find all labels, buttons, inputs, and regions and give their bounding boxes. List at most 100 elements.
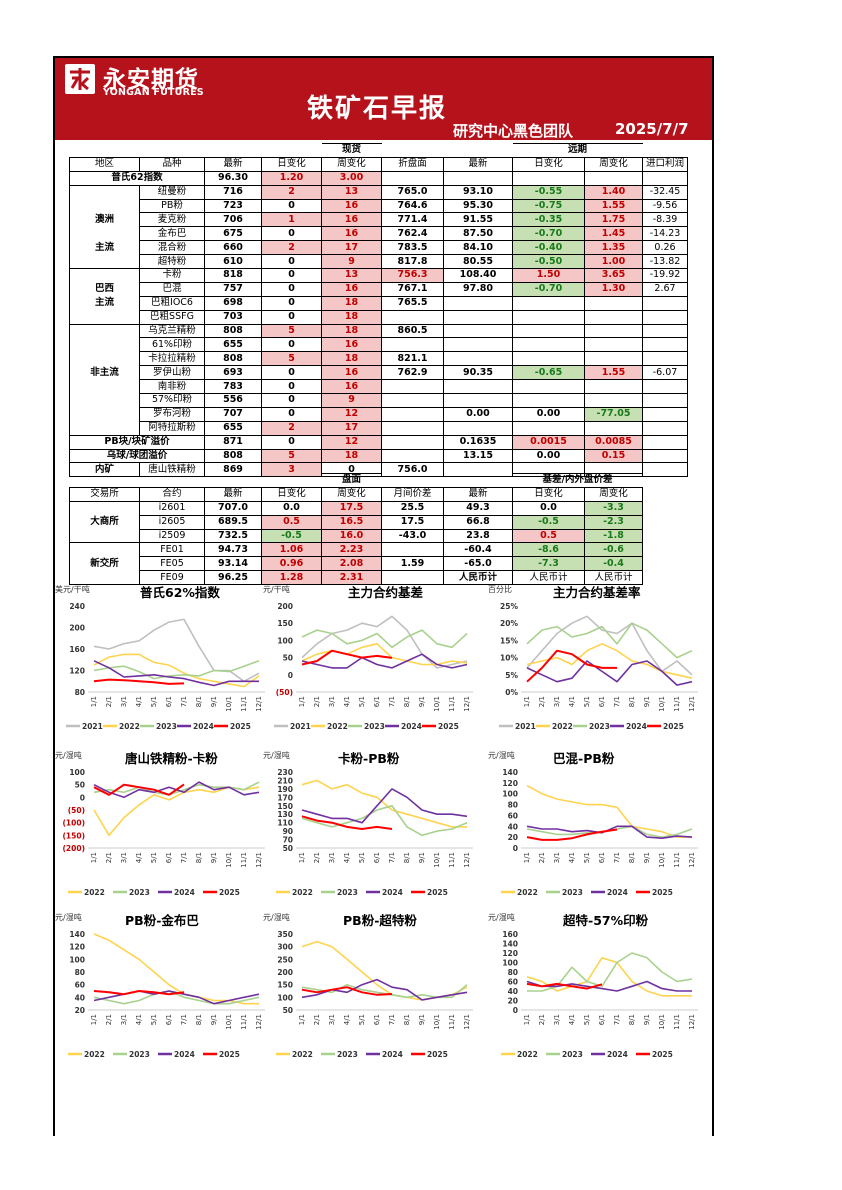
brand-name-cn: 永安期货 [103,67,199,93]
column-header: 日变化 [512,486,585,502]
table-cell [70,474,322,488]
table-cell: 16.5 [321,514,382,530]
x-tick-label: 1/1 [523,1014,531,1025]
chart-svg: 200 150 100 50 0 (50) 1/1 2/1 3/1 4/1 5/1 6/1 7/1 8/1… [274,602,473,731]
y-tick-label: 90 [283,827,293,836]
spot-price-table: 现货 远期 地区 品种 最新 日变化 周变化 折盘面 最新 日变化 周变化 进口利润 普氏62指数 96.… [69,143,688,478]
x-tick-label: 12/1 [255,696,263,712]
table-cell: 1.55 [584,365,643,381]
legend-label: 2022 [327,722,348,731]
y-tick-label: 50 [283,1006,293,1015]
table-cell [584,295,643,311]
series-line-2025 [301,986,393,996]
group-futures-label: 盘面 [321,473,382,488]
table-cell: 12 [321,434,382,450]
table-cell: 808 [204,448,262,464]
product-name: 麦克粉 [139,212,205,228]
series-line-2022 [526,956,692,997]
y-tick-label: 240 [69,602,85,611]
table-cell [642,406,688,422]
x-tick-label: 2/1 [538,852,546,863]
chart-6: 巴混-PB粉 元/湿吨 140 120 100 80 60 40 20 0 1/1 2/1 3/1 4/1… [488,748,703,903]
table-cell: 0.0 [261,500,322,516]
column-header: 月间价差 [381,486,444,502]
series-line-2025 [301,649,393,666]
region-cell [69,393,140,408]
table-cell: 17.5 [381,514,444,530]
chart-2: 主力合约基差 元/干吨 200 150 100 50 0 (50) 1/1 2/1 3/1 4/1 5/… [263,582,478,737]
y-tick-label: 210 [277,776,293,785]
x-tick-label: 11/1 [448,696,456,712]
table-cell [512,420,585,436]
table-cell: 17 [321,420,382,436]
table-cell: 808 [204,351,262,367]
table-cell: 808 [204,323,262,339]
x-tick-label: 6/1 [373,696,381,707]
group-far-label: 远期 [512,143,643,158]
table-cell: 2 [261,184,322,200]
x-tick-label: 5/1 [150,696,158,707]
table-cell [642,420,688,436]
chart-title: PB粉-金布巴 [125,913,199,928]
table-row: 非主流 罗伊山粉 693 0 16 762.9 90.35 -0.65 1.55 -6.07 [69,365,688,381]
x-tick-label: 7/1 [180,852,188,863]
table-cell: 18 [321,295,382,311]
legend-label: 2023 [562,1050,583,1059]
legend-label: 2023 [129,1050,150,1059]
table-cell: 660 [204,240,262,256]
region-cell [69,351,140,366]
legend-label: 2021 [82,722,103,731]
legend-label: 2024 [401,722,422,731]
series-line-2022 [93,653,260,688]
table-cell: -43.0 [381,528,444,544]
legend-label: 2021 [290,722,311,731]
series-line-2025 [93,990,185,996]
x-tick-label: 4/1 [568,696,576,707]
series-line-2024 [526,825,693,839]
x-tick-label: 5/1 [583,696,591,707]
series-line-2021 [301,615,468,669]
table-cell [584,393,643,408]
table-cell: 9 [321,254,382,270]
table-cell [642,309,688,325]
series-line-2022 [526,784,692,838]
x-tick-label: 1/1 [298,1014,306,1025]
table-cell: 18 [321,323,382,339]
contract-name: i2509 [139,528,205,544]
table-cell: 2.67 [642,281,688,297]
series-line-2024 [93,660,259,687]
table-cell: -0.65 [512,365,585,381]
table-cell: 860.5 [381,323,444,339]
y-tick-label: 100 [502,790,518,799]
region-cell: 澳洲 [69,212,140,227]
y-tick-label: 20 [75,1006,85,1015]
table-cell: 13 [321,184,382,200]
table-cell [443,337,513,353]
table-cell: 764.6 [381,198,444,214]
table-cell [381,170,444,186]
table-cell: 821.1 [381,351,444,367]
table-row: 57%印粉 556 0 9 [69,393,688,408]
series-line-2022 [93,786,260,837]
chart-svg: 240 200 160 120 80 1/1 2/1 3/1 4/1 5/1 6/1 7/1 8/1 9/… [66,602,265,731]
y-tick-label: 140 [502,940,518,949]
y-tick-label: 190 [277,785,293,794]
table-cell: -0.70 [512,281,585,297]
x-tick-label: 9/1 [643,696,651,707]
region-cell [69,226,140,241]
table-cell: 817.8 [381,254,444,270]
x-tick-label: 3/1 [553,1014,561,1025]
product-name: 南非粉 [139,379,205,395]
table-cell: 0 [261,281,322,297]
series-line-2023 [301,804,468,837]
chart-unit-label: 元/湿吨 [263,751,290,760]
y-tick-label: 120 [502,779,518,788]
table-cell: 716 [204,184,262,200]
x-tick-label: 4/1 [343,696,351,707]
region-cell [69,337,140,352]
chart-title: 卡粉-PB粉 [338,751,400,766]
table-cell: 2 [261,240,322,256]
x-tick-label: 9/1 [418,1014,426,1025]
legend-label: 2024 [193,722,214,731]
